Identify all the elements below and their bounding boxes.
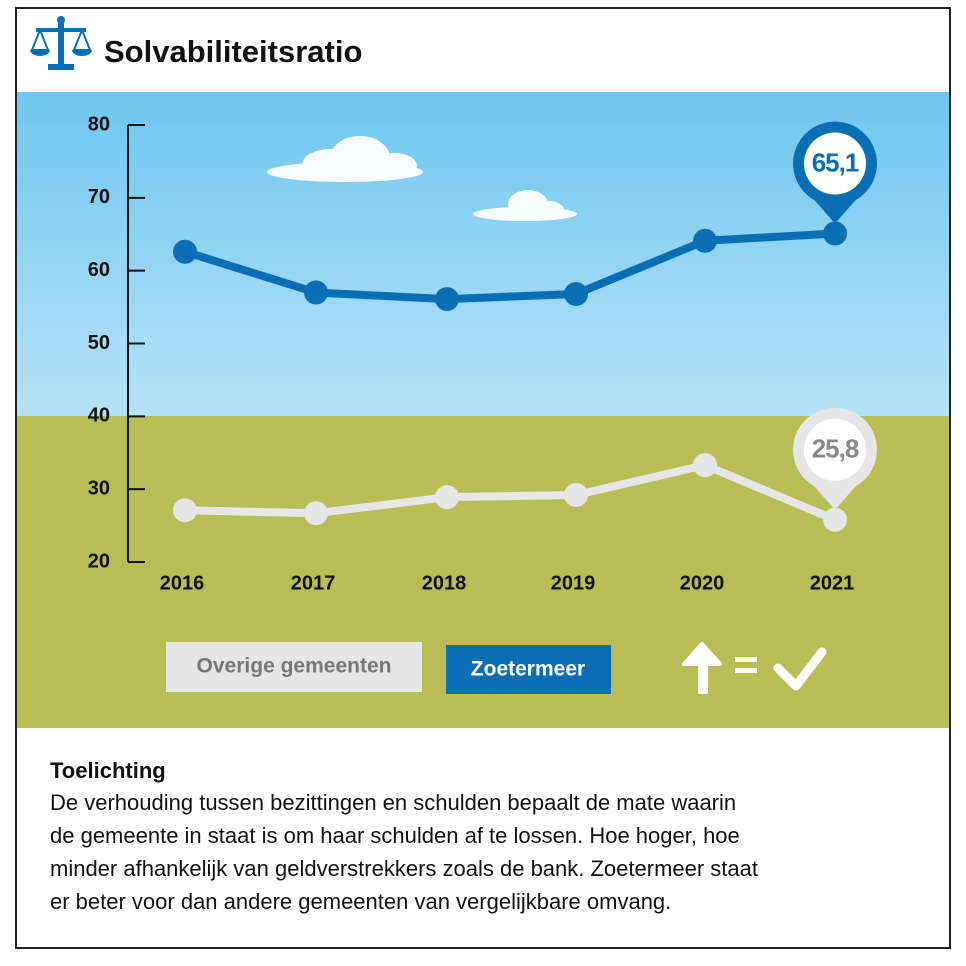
x-tick-label: 2019 [551,572,596,594]
series-line [183,229,836,304]
equals-icon [735,657,757,662]
legend-swatch [166,642,422,692]
sky [17,92,949,416]
x-tick-label: 2018 [422,572,467,594]
legend-label: Zoetermeer [471,658,585,681]
series-line [184,461,837,524]
value-label: 65,1 [812,147,859,177]
point [304,501,328,526]
y-tick-label: 60 [88,259,110,281]
point [823,507,847,532]
note-line: er beter voor dan andere gemeenten van v… [50,889,671,914]
label-pin [804,418,866,481]
note-line: De verhouding tussen bezittingen en schu… [50,790,736,815]
note-line: de gemeente in staat is om haar schulden… [50,823,740,848]
y-tick-label: 70 [88,186,110,208]
scales-icon [30,16,92,70]
y-tick-label: 40 [88,405,110,427]
title: Solvabiliteitsratio [104,34,362,69]
x-tick-label: 2016 [160,572,205,594]
point [823,221,847,246]
y-tick-label: 30 [88,477,110,499]
check-icon [773,647,827,691]
point [173,498,197,523]
y-tick-label: 80 [88,113,110,135]
note-line: minder afhankelijk van geldverstrekkers … [50,856,758,881]
y-tick-label: 20 [88,550,110,572]
point [693,453,717,478]
point [173,239,197,264]
note-title: Toelichting [50,758,166,783]
point [435,287,459,312]
point [564,482,588,507]
clouds [267,136,577,221]
x-tick-label: 2021 [810,572,855,594]
x-tick-label: 2017 [291,572,336,594]
legend-label: Overige gemeenten [197,655,392,678]
label-pin [804,132,866,195]
point [435,485,459,510]
x-tick-label: 2020 [680,572,725,594]
arrow-up-icon [682,642,722,694]
point [693,228,717,253]
value-label: 25,8 [812,434,859,464]
point [304,280,328,305]
equals-icon [735,668,757,673]
point [564,281,588,306]
legend-swatch [446,645,611,694]
y-tick-label: 50 [88,332,110,354]
